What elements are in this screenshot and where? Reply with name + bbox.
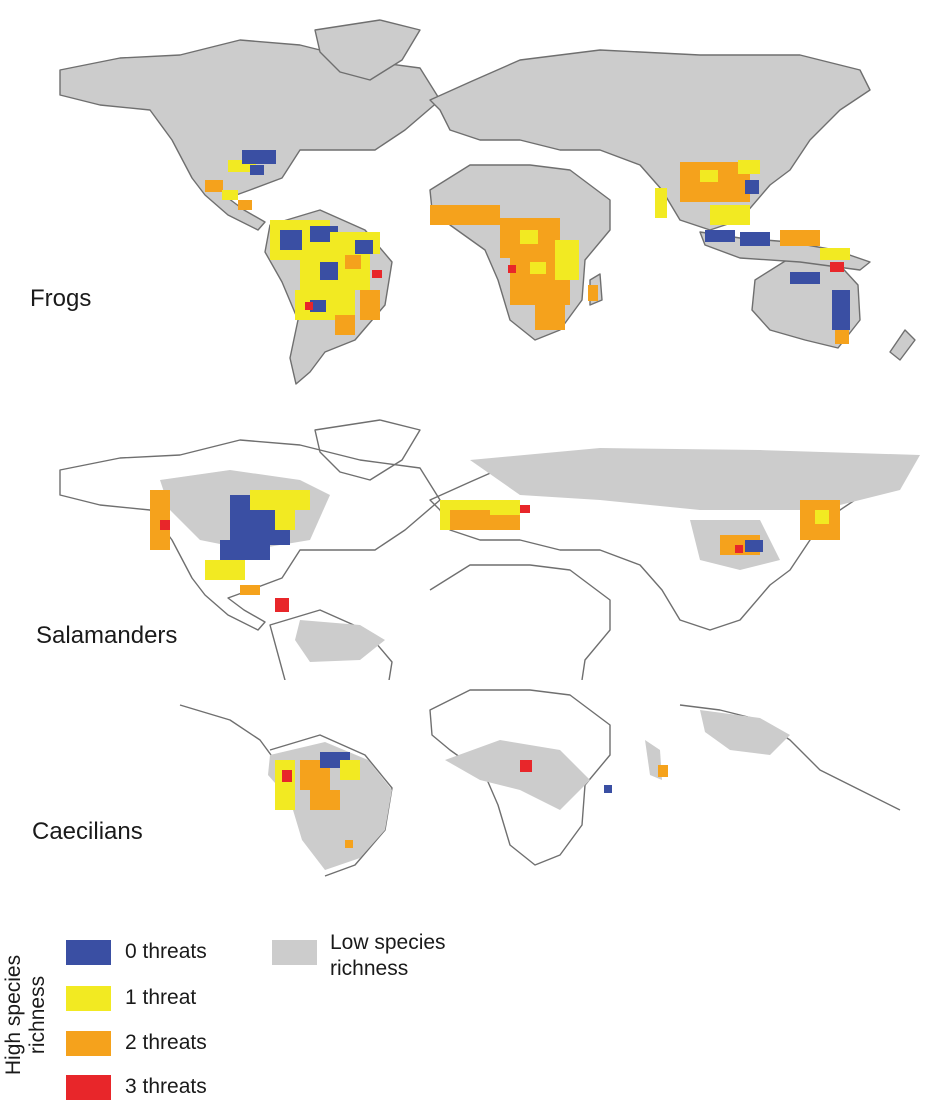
salamanders-map-panel: Salamanders xyxy=(0,400,946,680)
frogs-map-panel: Frogs xyxy=(0,0,946,400)
eurasia xyxy=(429,49,871,231)
north-america xyxy=(59,39,441,231)
swatch-2-threats xyxy=(66,1031,111,1056)
swatch-3-threats xyxy=(66,1075,111,1100)
panel-title-caecilians: Caecilians xyxy=(32,818,143,845)
asia-outline xyxy=(679,704,901,811)
south-america-outline xyxy=(269,609,393,680)
salamanders-threat-cells xyxy=(150,490,840,612)
caecilians-map-panel: Caecilians xyxy=(0,680,946,880)
frogs-threat-cells xyxy=(205,150,850,344)
frogs-map xyxy=(59,19,916,385)
legend-label-low-richness: Low species richness xyxy=(330,931,446,980)
caecilians-map xyxy=(179,689,901,877)
new-zealand xyxy=(889,329,916,361)
legend-axis-title: High species richness xyxy=(2,954,49,1076)
salamanders-map xyxy=(59,419,920,680)
south-america-outline xyxy=(269,734,393,877)
central-america-outline xyxy=(179,704,283,771)
caecilians-threat-cells xyxy=(275,752,668,848)
legend-label-0-threats: 0 threats xyxy=(125,940,207,963)
legend-label-2-threats: 2 threats xyxy=(125,1031,207,1054)
panel-title-salamanders: Salamanders xyxy=(36,622,178,649)
salamanders-low-richness xyxy=(160,448,920,662)
swatch-0-threats xyxy=(66,940,111,965)
panel-title-frogs: Frogs xyxy=(30,285,92,312)
africa-outline xyxy=(429,564,611,680)
swatch-1-threat xyxy=(66,986,111,1011)
greenland-outline xyxy=(314,419,421,481)
swatch-low-richness xyxy=(272,940,317,965)
legend-label-3-threats: 3 threats xyxy=(125,1075,207,1098)
legend-label-1-threat: 1 threat xyxy=(125,986,197,1009)
greenland xyxy=(314,19,421,81)
